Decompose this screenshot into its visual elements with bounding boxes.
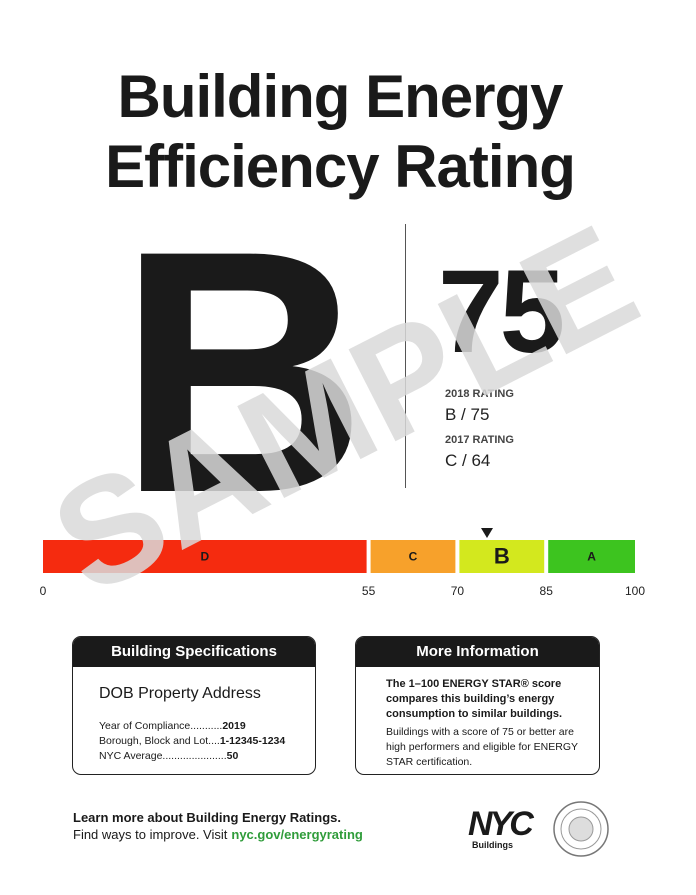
nyc-logo: NYC	[468, 805, 534, 843]
scale-segment	[548, 540, 635, 573]
grade: B	[118, 180, 367, 565]
score-marker	[481, 528, 493, 538]
agency: Buildings	[472, 840, 513, 850]
spec-row: Year of Compliance...........2019	[99, 719, 315, 734]
footer-line: Learn more about Building Energy Ratings…	[73, 810, 341, 825]
info-lead: The 1–100 ENERGY STAR® score compares th…	[386, 678, 563, 720]
specifications-box: Building Specifications DOB Property Add…	[72, 636, 316, 775]
box-title: More Information	[356, 637, 599, 667]
info-body: Buildings with a score of 75 or better a…	[386, 726, 578, 768]
spec-row: Borough, Block and Lot....1-12345-1234	[99, 734, 315, 749]
info-box: More Information The 1–100 ENERGY STAR® …	[355, 636, 600, 775]
history-value: B / 75	[445, 405, 490, 424]
address: DOB Property Address	[99, 685, 261, 702]
title-line: Building Energy	[117, 63, 563, 130]
scale-segment	[43, 540, 367, 573]
scale-tick-label: 0	[40, 584, 47, 598]
score: 75	[438, 246, 565, 378]
segment-label: A	[587, 550, 596, 564]
spec-value: 1-12345-1234	[219, 735, 286, 747]
divider	[405, 224, 406, 488]
seal-center	[568, 816, 594, 842]
spec-value: 2019	[222, 720, 246, 732]
history-label: 2017 RATING	[445, 434, 514, 446]
scale-tick-label: 100	[625, 584, 645, 598]
scale-tick-label: 85	[540, 584, 554, 598]
box-title: Building Specifications	[73, 637, 315, 667]
spec-rows: Year of Compliance...........2019 Borough…	[99, 719, 315, 764]
rating-scale: D C B A 0 55 70 85 100	[40, 528, 645, 598]
seal-ring	[560, 808, 602, 850]
footer-text: Find ways to improve. Visit	[73, 827, 228, 842]
scale-segment	[459, 540, 545, 573]
history-value: C / 64	[445, 451, 491, 470]
history-label: 2018 RATING	[445, 388, 514, 400]
footer-link[interactable]: nyc.gov/energyrating	[231, 827, 363, 842]
spec-row: NYC Average......................50	[99, 749, 315, 764]
segment-label: B	[494, 543, 510, 568]
spec-value: 50	[226, 750, 239, 762]
footer-line: Find ways to improve. Visit nyc.gov/energ…	[73, 827, 363, 842]
segment-label: D	[200, 550, 209, 564]
city-seal	[553, 801, 609, 857]
scale-tick-label: 55	[362, 584, 376, 598]
spec-label: Borough, Block and Lot....	[99, 735, 220, 747]
scale-tick-label: 70	[451, 584, 465, 598]
spec-label: NYC Average......................	[99, 750, 227, 762]
seal-ring	[553, 801, 609, 857]
title-line: Efficiency Rating	[105, 133, 576, 200]
scale-segment	[370, 540, 456, 573]
info-text: The 1–100 ENERGY STAR® score compares th…	[386, 677, 581, 770]
spec-label: Year of Compliance...........	[99, 720, 223, 732]
segment-label: C	[409, 550, 418, 564]
